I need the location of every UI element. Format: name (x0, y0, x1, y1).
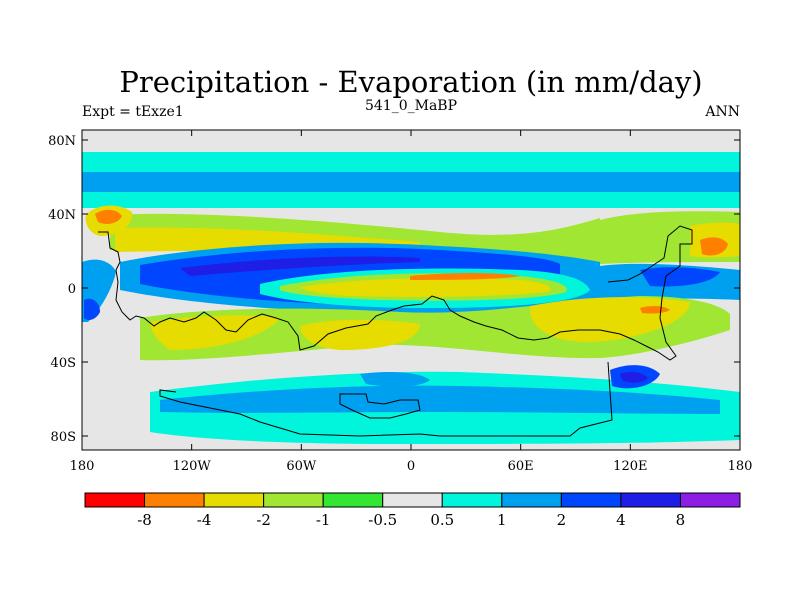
subtropic-south-yellow-mid (300, 319, 420, 350)
outline-southern (159, 361, 613, 437)
x-tick-label: 120W (173, 459, 212, 474)
y-tick-label: 80S (51, 430, 76, 445)
colorbar-label: 0.5 (430, 511, 454, 529)
outline-equatorial (98, 225, 693, 361)
southern-ocean-blob-core (620, 371, 648, 383)
colorbar-label: 4 (616, 511, 626, 529)
southern-ocean-middle (160, 385, 720, 414)
colorbar-label: -8 (137, 511, 152, 529)
colorbar-label: 1 (497, 511, 507, 529)
eq-tongue-yellow (300, 278, 551, 297)
colorbar-swatch (84, 492, 146, 508)
colorbar-swatch (679, 492, 741, 508)
colorbar-label: 2 (557, 511, 567, 529)
colorbar-label: -0.5 (368, 511, 397, 529)
colorbar-swatch (560, 492, 622, 508)
subtitle-age: 541_0_MaBP (365, 98, 457, 114)
x-axis: 180 120W 60W 0 60E 120E 180 (70, 130, 753, 474)
x-tick-label: 0 (407, 459, 415, 474)
east-wet-core (640, 267, 720, 287)
subtropic-south-orange (640, 305, 670, 314)
west-orange-blob (95, 209, 122, 224)
y-tick-label: 40N (48, 208, 76, 223)
subtropic-ne-orange (700, 237, 728, 256)
field-layer (82, 130, 740, 450)
southern-ocean-patch (360, 372, 430, 387)
band-north-2 (82, 172, 740, 192)
colorbar-label: -4 (197, 511, 212, 529)
subtitle-season: ANN (704, 104, 740, 120)
colorbar-swatch (263, 492, 324, 508)
colorbar-swatch (441, 492, 503, 508)
subtitle-experiment: Expt = tExze1 (82, 104, 184, 120)
colorbar-swatch (203, 492, 265, 508)
continent-outlines (98, 225, 693, 437)
itcz-core (180, 256, 420, 276)
y-tick-label: 0 (68, 282, 76, 297)
colorbar-swatch (620, 492, 681, 508)
colorbar-swatch (501, 492, 562, 508)
colorbar-swatch (382, 492, 443, 508)
outline-south-inset (339, 393, 421, 419)
x-tick-label: 180 (70, 459, 95, 474)
x-tick-label: 60W (286, 459, 317, 474)
colorbar-swatch (322, 492, 384, 508)
colorbar: -8 -4 -2 -1 -0.5 0.5 1 2 4 8 (84, 492, 741, 529)
x-tick-label: 120E (613, 459, 647, 474)
band-north-3 (82, 200, 740, 208)
colorbar-swatch (144, 492, 205, 508)
subtropic-south-yellow-west (150, 315, 280, 350)
x-tick-label: 180 (728, 459, 753, 474)
y-axis: 80N 40N 0 40S 80S (48, 134, 740, 445)
y-tick-label: 40S (51, 356, 76, 371)
colorbar-label: 8 (676, 511, 686, 529)
x-tick-label: 60E (508, 459, 534, 474)
colorbar-label: -2 (256, 511, 271, 529)
west-edge-wet-core (84, 298, 100, 320)
y-tick-label: 80N (48, 134, 76, 149)
chart-title: Precipitation - Evaporation (in mm/day) (119, 65, 702, 99)
colorbar-label: -1 (316, 511, 331, 529)
eq-tongue-orange (410, 273, 520, 280)
